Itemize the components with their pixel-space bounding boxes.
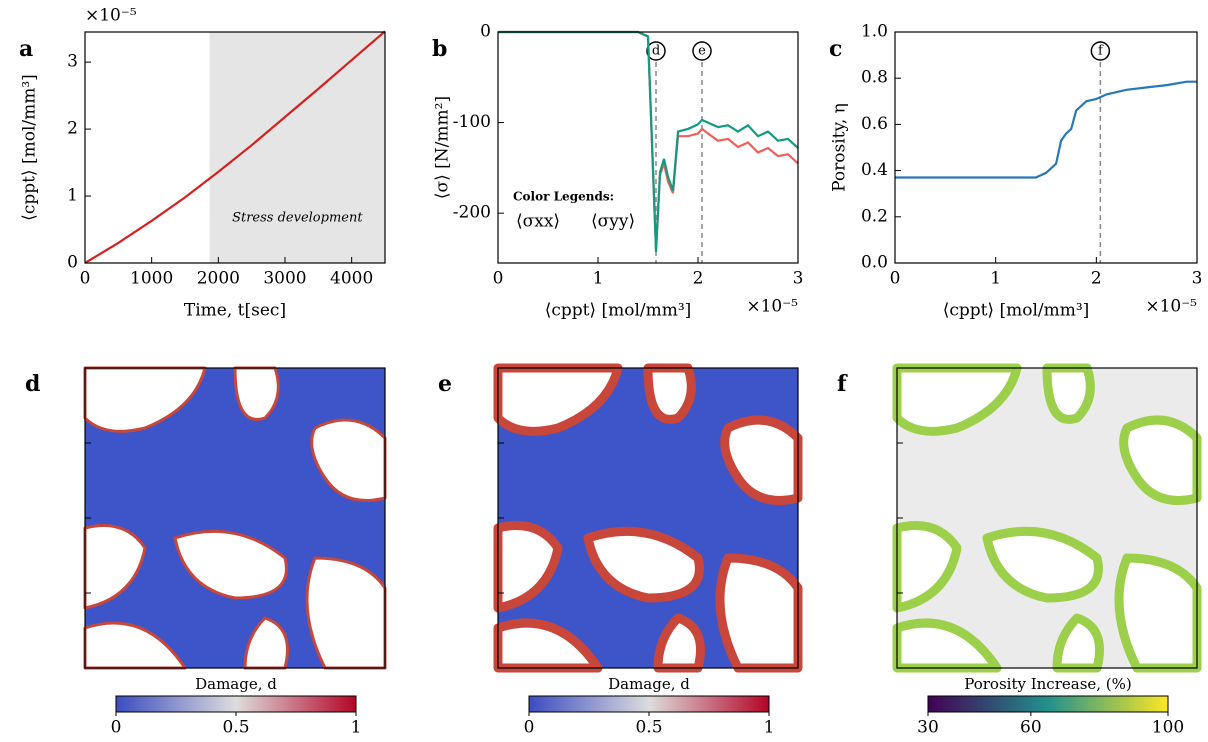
map-void xyxy=(583,526,704,603)
map-void xyxy=(310,418,387,502)
y-tick-label: 1 xyxy=(67,186,78,206)
map-void xyxy=(493,521,563,613)
colorbar-tick-label: 60 xyxy=(1020,718,1042,738)
map-void xyxy=(305,556,387,670)
y-tick-label: 0 xyxy=(480,22,491,42)
map-void xyxy=(233,366,280,421)
x-offset-label: ×10⁻⁵ xyxy=(1145,297,1197,317)
map-void xyxy=(1042,363,1095,424)
panel-letter: c xyxy=(829,36,842,62)
colorbar xyxy=(115,695,357,713)
x-axis-label: ⟨cppt⟩ [mol/mm³] xyxy=(545,301,692,321)
panel-letter: a xyxy=(19,36,33,62)
colorbar xyxy=(927,695,1169,713)
legend-title: Color Legends: xyxy=(513,190,614,204)
colorbar-tick-label: 1 xyxy=(764,718,775,738)
y-tick-label: 0.2 xyxy=(861,206,888,226)
colorbar-label: Damage, d xyxy=(195,675,277,693)
field-map xyxy=(892,363,1202,673)
map-void xyxy=(83,366,207,433)
colorbar xyxy=(528,695,770,713)
y-tick-label: 0.6 xyxy=(861,114,888,134)
map-void xyxy=(982,526,1103,603)
x-tick-label: 1 xyxy=(990,269,1001,289)
map-void xyxy=(493,363,623,436)
x-tick-label: 3 xyxy=(1192,269,1203,289)
plot-frame xyxy=(84,31,386,264)
y-tick-label: -200 xyxy=(453,203,491,223)
y-offset-label: ×10⁻⁵ xyxy=(85,6,137,26)
y-tick-label: -100 xyxy=(453,112,491,132)
x-offset-label: ×10⁻⁵ xyxy=(746,297,798,317)
colorbar-tick-label: 0 xyxy=(524,718,535,738)
map-void xyxy=(173,529,288,600)
annotation: Stress development xyxy=(232,211,363,226)
x-tick-label: 0 xyxy=(493,269,504,289)
y-tick-label: 0.4 xyxy=(861,160,888,180)
x-tick-label: 3 xyxy=(793,269,804,289)
reference-marker xyxy=(646,41,666,61)
y-tick-label: 0.8 xyxy=(861,68,888,88)
reference-marker xyxy=(1090,41,1111,61)
y-axis-label: Porosity, η xyxy=(830,103,850,192)
map-void xyxy=(643,363,696,424)
colorbar-tick-label: 0.5 xyxy=(222,718,249,738)
map-void xyxy=(83,524,147,610)
colorbar-label: Porosity Increase, (%) xyxy=(964,675,1132,693)
y-tick-label: 0.0 xyxy=(861,253,888,273)
panel-letter: d xyxy=(25,371,40,397)
reference-label: f xyxy=(1098,44,1104,59)
y-tick-label: 3 xyxy=(67,52,78,72)
map-void xyxy=(1114,553,1202,673)
legend-entry: ⟨σxx⟩ xyxy=(516,212,560,232)
plot-frame xyxy=(497,31,799,264)
panel-letter: e xyxy=(438,371,452,397)
x-axis-label: ⟨cppt⟩ [mol/mm³] xyxy=(943,301,1090,321)
y-tick-label: 2 xyxy=(67,119,78,139)
y-axis-label: ⟨cppt⟩ [mol/mm³] xyxy=(20,74,40,221)
x-tick-label: 2 xyxy=(1091,269,1102,289)
colorbar-tick-label: 1 xyxy=(351,718,362,738)
colorbar-label: Damage, d xyxy=(608,675,690,693)
plot-frame xyxy=(894,31,1198,264)
field-map xyxy=(83,366,387,670)
x-tick-label: 0 xyxy=(80,269,91,289)
legend-entry: ⟨σyy⟩ xyxy=(591,212,635,232)
reference-label: d xyxy=(652,44,660,59)
map-void xyxy=(720,415,803,505)
x-axis-label: Time, t[sec] xyxy=(184,301,286,321)
x-tick-label: 4000 xyxy=(330,269,373,289)
x-tick-label: 2 xyxy=(693,269,704,289)
y-tick-label: 1.0 xyxy=(861,22,888,42)
map-void xyxy=(715,553,803,673)
colorbar-tick-label: 0 xyxy=(111,718,122,738)
x-tick-label: 2000 xyxy=(197,269,240,289)
map-void xyxy=(892,521,962,613)
shaded-region xyxy=(209,32,385,263)
reference-marker xyxy=(692,41,712,61)
colorbar-tick-label: 100 xyxy=(1152,718,1184,738)
x-tick-label: 3000 xyxy=(263,269,306,289)
y-tick-label: 0 xyxy=(67,253,78,273)
map-void xyxy=(1119,415,1202,505)
reference-label: e xyxy=(698,44,706,59)
data-line xyxy=(498,30,799,253)
panel-letter: b xyxy=(432,36,447,62)
panel-letter: f xyxy=(837,371,848,397)
data-line xyxy=(84,30,386,264)
x-tick-label: 0 xyxy=(890,269,901,289)
colorbar-tick-label: 0.5 xyxy=(635,718,662,738)
y-axis-label: ⟨σ⟩ [N/mm²] xyxy=(433,96,453,199)
colorbar-tick-label: 30 xyxy=(917,718,939,738)
field-map xyxy=(493,363,803,673)
x-tick-label: 1000 xyxy=(130,269,173,289)
data-line xyxy=(895,80,1197,179)
x-tick-label: 1 xyxy=(593,269,604,289)
map-void xyxy=(892,363,1022,436)
